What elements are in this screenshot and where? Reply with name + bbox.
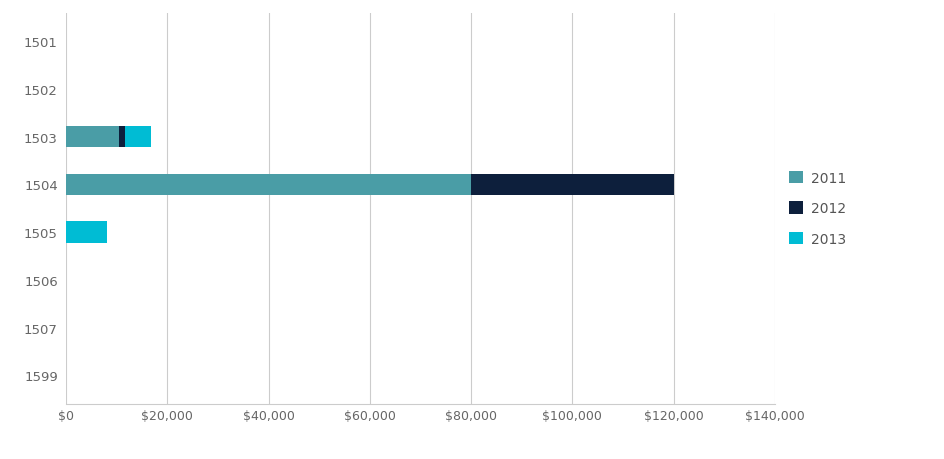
Bar: [471, 174, 673, 196]
Bar: [66, 127, 119, 148]
Bar: [66, 174, 471, 196]
Bar: [119, 127, 126, 148]
Legend: 2011, 2012, 2013: 2011, 2012, 2013: [788, 171, 846, 246]
Bar: [66, 222, 107, 243]
Bar: [126, 127, 150, 148]
